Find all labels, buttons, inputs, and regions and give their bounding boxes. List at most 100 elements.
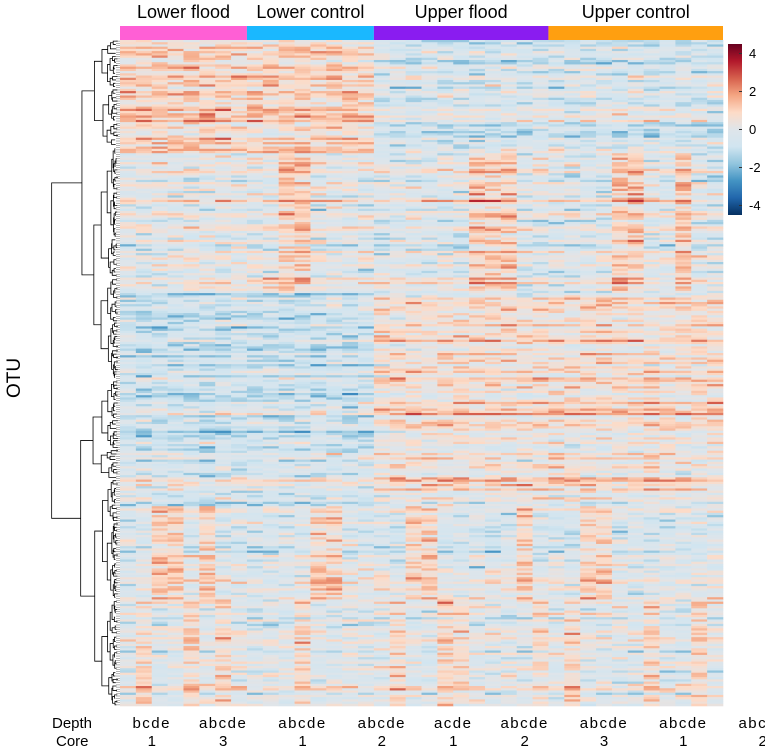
heatmap-cell <box>373 153 391 156</box>
heatmap-cell <box>627 142 644 145</box>
heatmap-cell <box>659 275 676 278</box>
heatmap-cell <box>453 73 470 76</box>
heatmap-cell <box>437 210 454 214</box>
heatmap-cell <box>437 122 454 125</box>
heatmap-cell <box>500 248 518 252</box>
heatmap-cell <box>135 279 153 283</box>
heatmap-cell <box>310 162 327 165</box>
heatmap-cell <box>564 259 581 263</box>
heatmap-cell <box>231 137 248 141</box>
heatmap-cell <box>627 242 644 245</box>
heatmap-cell <box>310 195 327 198</box>
heatmap-cell <box>421 295 438 298</box>
heatmap-cell <box>548 199 565 203</box>
heatmap-cell <box>659 157 676 161</box>
heatmap-cell <box>405 208 422 212</box>
heatmap-cell <box>516 86 533 90</box>
heatmap-cell <box>358 42 375 45</box>
heatmap-cell <box>135 53 153 56</box>
heatmap-cell <box>405 248 422 252</box>
heatmap-cell <box>373 99 391 103</box>
heatmap-cell <box>183 88 200 92</box>
heatmap-cell <box>484 235 502 238</box>
heatmap-cell <box>532 217 549 221</box>
heatmap-cell <box>358 259 375 263</box>
heatmap-cell <box>215 142 232 145</box>
heatmap-cell <box>469 253 486 256</box>
heatmap-cell <box>707 197 724 201</box>
heatmap-cell <box>167 179 184 183</box>
heatmap-cell <box>691 124 708 127</box>
heatmap-cell <box>580 84 597 87</box>
heatmap-cell <box>294 197 311 201</box>
heatmap-cell <box>627 244 644 247</box>
heatmap-cell <box>691 77 708 81</box>
heatmap-cell <box>532 239 549 243</box>
dendrogram-branch <box>113 516 118 522</box>
heatmap-cell <box>548 281 565 285</box>
heatmap-cell <box>691 44 708 47</box>
heatmap-cell <box>611 84 629 87</box>
heatmap-cell <box>532 175 549 178</box>
heatmap-cell <box>310 155 327 158</box>
heatmap-cell <box>437 219 454 223</box>
heatmap-cell <box>627 230 644 234</box>
heatmap-cell <box>627 108 644 112</box>
heatmap-cell <box>659 253 676 256</box>
heatmap-cell <box>691 248 708 252</box>
heatmap-cell <box>675 210 692 214</box>
heatmap-cell <box>691 48 708 52</box>
heatmap-cell <box>358 99 375 103</box>
heatmap-cell <box>405 281 422 285</box>
heatmap-cell <box>326 93 343 96</box>
heatmap-cell <box>358 255 375 258</box>
heatmap-cell <box>453 135 470 138</box>
heatmap-cell <box>707 257 724 261</box>
heatmap-cell <box>596 113 613 116</box>
heatmap-cell <box>453 170 470 174</box>
heatmap-cell <box>215 104 232 107</box>
heatmap-cell <box>675 59 692 63</box>
heatmap-cell <box>342 108 359 112</box>
heatmap-cell <box>532 108 549 112</box>
heatmap-cell <box>373 262 391 265</box>
heatmap-cell <box>151 79 168 83</box>
heatmap-cell <box>675 144 692 147</box>
dendrogram-branch <box>102 104 109 137</box>
heatmap-cell <box>532 64 549 67</box>
heatmap-cell <box>278 155 295 158</box>
heatmap-cell <box>246 255 264 258</box>
heatmap-cell <box>310 186 327 190</box>
heatmap-cell <box>310 108 327 112</box>
heatmap-cell <box>421 146 438 150</box>
heatmap-cell <box>707 131 724 134</box>
heatmap-cell <box>453 233 470 236</box>
heatmap-cell <box>500 148 518 152</box>
heatmap-cell <box>183 235 200 238</box>
heatmap-cell <box>373 71 391 74</box>
heatmap-cell <box>342 71 359 74</box>
heatmap-cell <box>120 179 137 183</box>
heatmap-cell <box>278 82 295 85</box>
heatmap-cell <box>373 93 391 96</box>
heatmap-cell <box>342 113 359 116</box>
heatmap-cell <box>500 270 518 274</box>
heatmap-cell <box>659 128 676 132</box>
heatmap-cell <box>484 230 502 234</box>
heatmap-cell <box>500 219 518 223</box>
heatmap-cell <box>246 219 264 223</box>
heatmap-cell <box>120 68 137 72</box>
heatmap-cell <box>326 295 343 298</box>
heatmap-cell <box>405 75 422 79</box>
heatmap-cell <box>516 84 533 87</box>
heatmap-cell <box>262 146 279 150</box>
heatmap-cell <box>167 255 184 258</box>
heatmap-cell <box>199 135 216 138</box>
heatmap-cell <box>484 88 502 92</box>
heatmap-cell <box>294 250 311 254</box>
heatmap-cell <box>532 71 549 74</box>
heatmap-cell <box>469 237 486 241</box>
heatmap-cell <box>278 226 295 229</box>
heatmap-cell <box>326 301 343 305</box>
heatmap-cell <box>183 301 200 305</box>
